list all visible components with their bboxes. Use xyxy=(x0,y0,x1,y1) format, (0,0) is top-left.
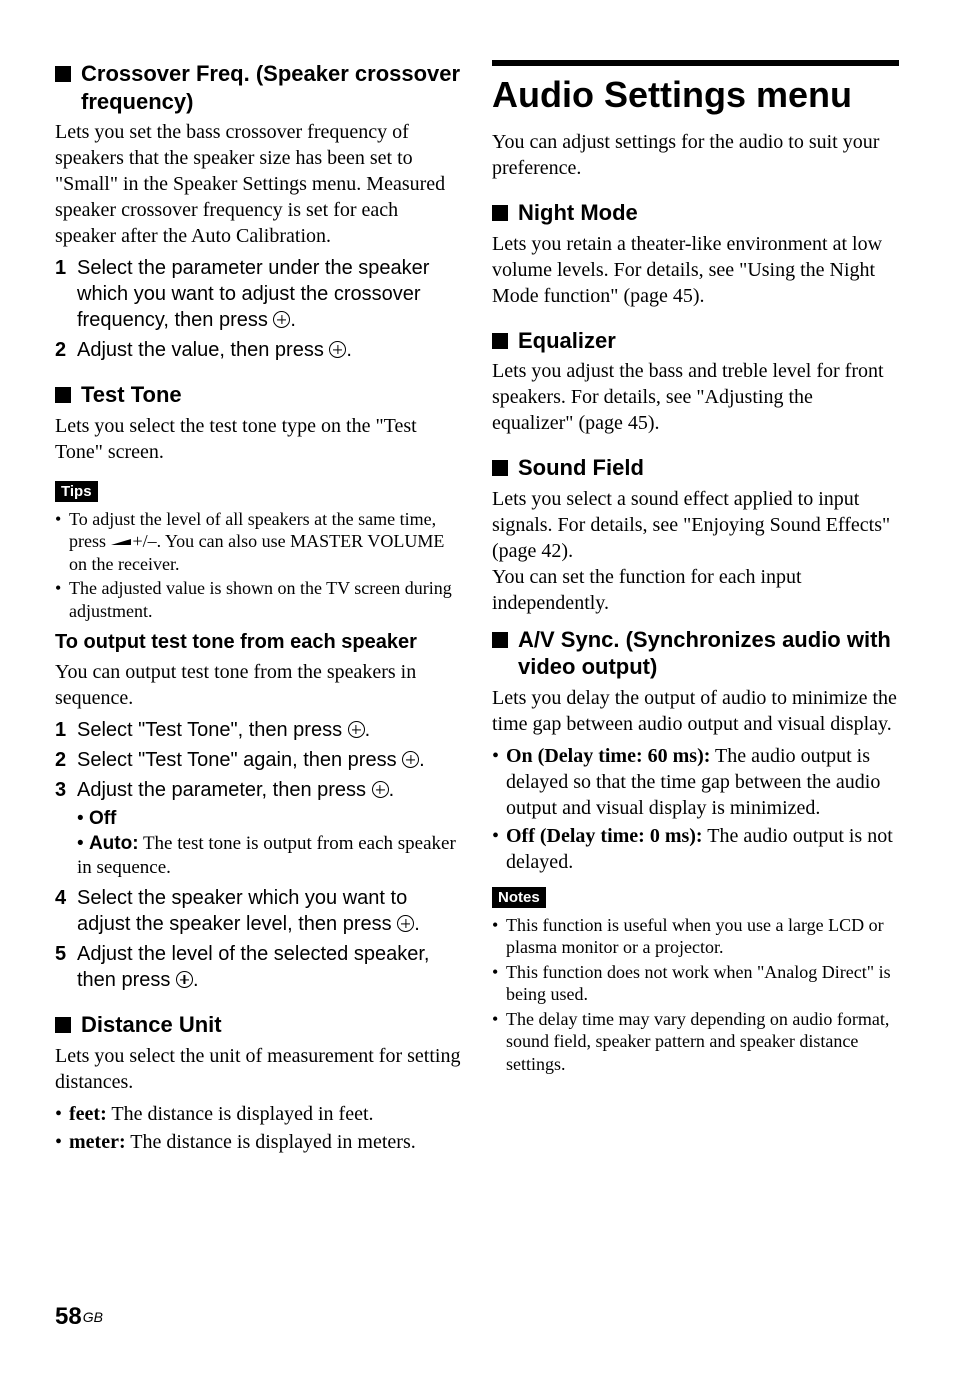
enter-icon xyxy=(273,311,290,328)
square-icon xyxy=(55,66,71,82)
step-text: Select the parameter under the speaker w… xyxy=(77,257,429,331)
heading-text: Test Tone xyxy=(81,381,462,409)
step-content: Select the speaker which you want to adj… xyxy=(77,885,462,937)
enter-icon xyxy=(372,781,389,798)
heading-equalizer: Equalizer xyxy=(492,327,899,355)
step-number: 2 xyxy=(55,337,77,363)
heading-crossover: Crossover Freq. (Speaker crossover frequ… xyxy=(55,60,462,115)
tip-item: To adjust the level of all speakers at t… xyxy=(55,508,462,576)
heading-av-sync: A/V Sync. (Synchronizes audio with video… xyxy=(492,626,899,681)
enter-icon xyxy=(176,971,193,988)
option-meter: meter: The distance is displayed in mete… xyxy=(55,1129,462,1155)
heading-text: Night Mode xyxy=(518,199,899,227)
notes-badge: Notes xyxy=(492,887,546,908)
step-content: Adjust the level of the selected speaker… xyxy=(77,941,462,993)
output-step-5: 5 Adjust the level of the selected speak… xyxy=(55,941,462,993)
output-body: You can output test tone from the speake… xyxy=(55,659,462,711)
option-off: Off xyxy=(89,808,116,829)
tips-badge: Tips xyxy=(55,481,98,502)
crossover-step-1: 1 Select the parameter under the speaker… xyxy=(55,255,462,333)
heading-text: Sound Field xyxy=(518,454,899,482)
square-icon xyxy=(492,205,508,221)
left-column: Crossover Freq. (Speaker crossover frequ… xyxy=(55,60,462,1157)
output-step-3: 3 Adjust the parameter, then press . • O… xyxy=(55,777,462,881)
enter-icon xyxy=(397,915,414,932)
option-on: On (Delay time: 60 ms): The audio output… xyxy=(492,743,899,821)
step-number: 1 xyxy=(55,717,77,743)
volume-icon xyxy=(111,539,131,545)
square-icon xyxy=(55,1017,71,1033)
step-content: Adjust the parameter, then press . • Off… xyxy=(77,777,462,881)
step-content: Select "Test Tone", then press . xyxy=(77,717,462,743)
heading-text: A/V Sync. (Synchronizes audio with video… xyxy=(518,626,899,681)
tips-list: To adjust the level of all speakers at t… xyxy=(55,508,462,623)
right-column: Audio Settings menu You can adjust setti… xyxy=(492,60,899,1157)
enter-icon xyxy=(402,751,419,768)
sf-body: Lets you select a sound effect applied t… xyxy=(492,486,899,564)
av-body: Lets you delay the output of audio to mi… xyxy=(492,685,899,737)
square-icon xyxy=(55,387,71,403)
crossover-step-2: 2 Adjust the value, then press . xyxy=(55,337,462,363)
step-text: Adjust the level of the selected speaker… xyxy=(77,943,429,991)
distance-options: feet: The distance is displayed in feet.… xyxy=(55,1101,462,1155)
heading-night-mode: Night Mode xyxy=(492,199,899,227)
step-number: 5 xyxy=(55,941,77,993)
enter-icon xyxy=(329,341,346,358)
step-text: Select "Test Tone" again, then press xyxy=(77,749,402,771)
step-content: Select "Test Tone" again, then press . xyxy=(77,747,462,773)
heading-distance-unit: Distance Unit xyxy=(55,1011,462,1039)
option-feet: feet: The distance is displayed in feet. xyxy=(55,1101,462,1127)
intro-text: You can adjust settings for the audio to… xyxy=(492,129,899,181)
heading-test-tone: Test Tone xyxy=(55,381,462,409)
step-number: 3 xyxy=(55,777,77,881)
heading-text: Distance Unit xyxy=(81,1011,462,1039)
test-tone-body: Lets you select the test tone type on th… xyxy=(55,413,462,465)
heading-sound-field: Sound Field xyxy=(492,454,899,482)
subheading-output-test-tone: To output test tone from each speaker xyxy=(55,630,462,655)
note-item: This function does not work when "Analog… xyxy=(492,961,899,1006)
step-number: 4 xyxy=(55,885,77,937)
output-step-2: 2 Select "Test Tone" again, then press . xyxy=(55,747,462,773)
step-number: 1 xyxy=(55,255,77,333)
step-text: Select "Test Tone", then press xyxy=(77,719,348,741)
square-icon xyxy=(492,333,508,349)
eq-body: Lets you adjust the bass and treble leve… xyxy=(492,358,899,436)
option-off: Off (Delay time: 0 ms): The audio output… xyxy=(492,823,899,875)
step-text: Select the speaker which you want to adj… xyxy=(77,887,407,935)
step-text: Adjust the parameter, then press xyxy=(77,779,372,801)
note-item: This function is useful when you use a l… xyxy=(492,914,899,959)
notes-list: This function is useful when you use a l… xyxy=(492,914,899,1076)
major-title: Audio Settings menu xyxy=(492,74,899,115)
enter-icon xyxy=(348,721,365,738)
output-step-1: 1 Select "Test Tone", then press . xyxy=(55,717,462,743)
step3-options: • Off • Auto: The test tone is output fr… xyxy=(77,807,462,881)
av-options: On (Delay time: 60 ms): The audio output… xyxy=(492,743,899,875)
step-number: 2 xyxy=(55,747,77,773)
option-auto-label: Auto: xyxy=(89,833,139,854)
step-content: Select the parameter under the speaker w… xyxy=(77,255,462,333)
sf-body2: You can set the function for each input … xyxy=(492,564,899,616)
heading-text: Equalizer xyxy=(518,327,899,355)
note-item: The delay time may vary depending on aud… xyxy=(492,1008,899,1076)
crossover-body: Lets you set the bass crossover frequenc… xyxy=(55,119,462,249)
square-icon xyxy=(492,460,508,476)
section-title-bar: Audio Settings menu xyxy=(492,60,899,115)
step-text: Adjust the value, then press xyxy=(77,339,329,361)
page-number: 58GB xyxy=(55,1303,103,1331)
tip-item: The adjusted value is shown on the TV sc… xyxy=(55,577,462,622)
output-step-4: 4 Select the speaker which you want to a… xyxy=(55,885,462,937)
distance-body: Lets you select the unit of measurement … xyxy=(55,1043,462,1095)
heading-text: Crossover Freq. (Speaker crossover frequ… xyxy=(81,60,462,115)
night-body: Lets you retain a theater-like environme… xyxy=(492,231,899,309)
step-content: Adjust the value, then press . xyxy=(77,337,462,363)
square-icon xyxy=(492,632,508,648)
